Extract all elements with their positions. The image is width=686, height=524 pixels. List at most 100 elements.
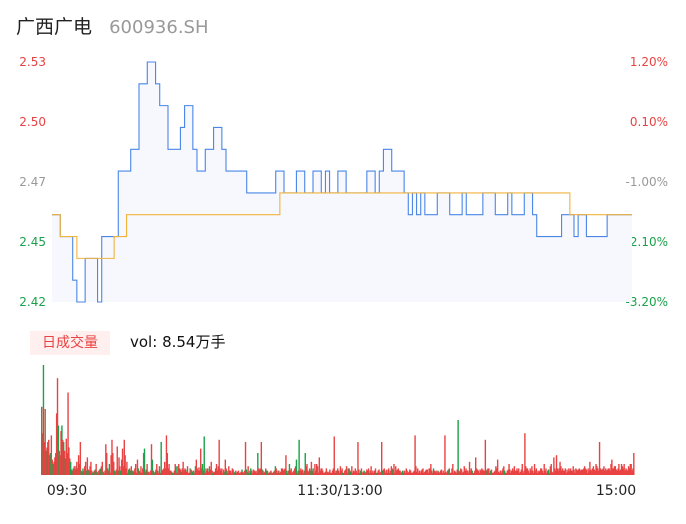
volume-bar	[50, 435, 53, 475]
volume-bar	[149, 470, 152, 475]
volume-bar	[52, 464, 54, 475]
volume-bar	[85, 470, 88, 475]
volume-bar	[518, 468, 520, 475]
volume-bar	[359, 470, 362, 475]
volume-bar	[108, 464, 111, 475]
volume-bar	[252, 469, 255, 475]
volume-bar	[204, 472, 206, 475]
volume-bar	[497, 471, 500, 475]
volume-bar	[376, 472, 378, 475]
volume-bar	[187, 472, 190, 475]
volume-bar	[444, 435, 446, 475]
volume-bar	[520, 469, 523, 475]
volume-bar	[186, 466, 189, 475]
volume-bar	[336, 470, 338, 475]
volume-bar	[55, 453, 57, 475]
volume-bar	[590, 470, 593, 475]
volume-bar	[541, 470, 544, 475]
volume-bar	[384, 472, 386, 475]
volume-bar	[566, 469, 568, 475]
y-tick-right: -1.00%	[626, 175, 668, 189]
volume-bar	[58, 450, 60, 475]
volume-bar	[406, 470, 408, 475]
volume-bar	[460, 469, 463, 475]
volume-bar	[155, 469, 157, 475]
volume-bar	[201, 464, 204, 475]
volume-bar	[476, 469, 479, 475]
volume-bar	[219, 468, 221, 475]
volume-bar	[567, 471, 569, 475]
volume-bar	[621, 466, 624, 475]
volume-bar	[499, 470, 501, 475]
volume-bar	[377, 470, 379, 475]
volume-bar	[503, 466, 505, 475]
volume-bar	[312, 468, 314, 475]
volume-bar	[440, 469, 443, 475]
volume-bar	[442, 470, 444, 475]
volume-bar	[303, 470, 306, 475]
volume-bar	[330, 472, 333, 475]
volume-bar	[517, 470, 519, 475]
volume-bar	[445, 471, 447, 475]
volume-bar	[428, 468, 430, 475]
volume-badge[interactable]: 日成交量	[30, 331, 110, 355]
volume-bar	[243, 470, 246, 475]
volume-bar	[308, 471, 310, 475]
volume-bar	[182, 461, 184, 475]
volume-bar	[160, 442, 162, 475]
volume-bar	[487, 468, 489, 475]
volume-bar	[568, 468, 570, 475]
volume-bar	[145, 469, 147, 475]
volume-bar	[496, 459, 499, 475]
volume-bar	[135, 472, 138, 475]
volume-bar	[583, 468, 585, 475]
volume-bar	[545, 468, 547, 475]
volume-bar	[191, 470, 193, 475]
volume-bar	[453, 470, 456, 475]
volume-bar	[120, 470, 122, 475]
volume-bar	[148, 471, 150, 475]
volume-bar	[431, 470, 433, 475]
volume-bar	[279, 471, 282, 475]
volume-bar	[626, 470, 629, 475]
volume-bar	[122, 466, 125, 475]
volume-bar	[411, 472, 414, 475]
volume-bar	[513, 466, 516, 475]
volume-bar	[586, 472, 588, 475]
volume-bar	[294, 468, 296, 475]
volume-bar	[214, 468, 217, 475]
volume-bar	[452, 464, 454, 475]
volume-bar	[438, 471, 440, 475]
volume-bar	[131, 470, 133, 475]
volume-bar	[399, 470, 401, 475]
volume-bar	[321, 468, 323, 475]
volume-bar	[129, 470, 132, 475]
volume-bar	[510, 472, 512, 475]
volume-bar	[79, 442, 82, 475]
volume-bar	[335, 470, 337, 475]
volume-bar	[102, 471, 104, 475]
volume-bar	[173, 470, 176, 475]
volume-bar	[279, 472, 281, 475]
volume-bar	[353, 471, 356, 475]
volume-bar	[319, 470, 321, 475]
volume-bar	[590, 469, 592, 475]
volume-bar	[429, 468, 431, 475]
volume-bar	[352, 472, 354, 475]
volume-bar	[255, 470, 257, 475]
volume-bar	[366, 470, 369, 475]
volume-bar	[454, 471, 457, 475]
volume-bar	[473, 472, 475, 475]
volume-bar	[343, 472, 345, 475]
volume-bar	[617, 468, 619, 475]
volume-bar	[620, 464, 623, 475]
volume-bar	[439, 470, 442, 475]
volume-bar	[468, 461, 471, 475]
volume-bar	[213, 471, 215, 475]
volume-bar	[257, 468, 260, 475]
volume-bar	[69, 461, 72, 475]
volume-bar	[287, 470, 290, 475]
volume-bar	[580, 469, 582, 475]
volume-bar	[576, 469, 578, 475]
volume-bar	[417, 468, 419, 475]
